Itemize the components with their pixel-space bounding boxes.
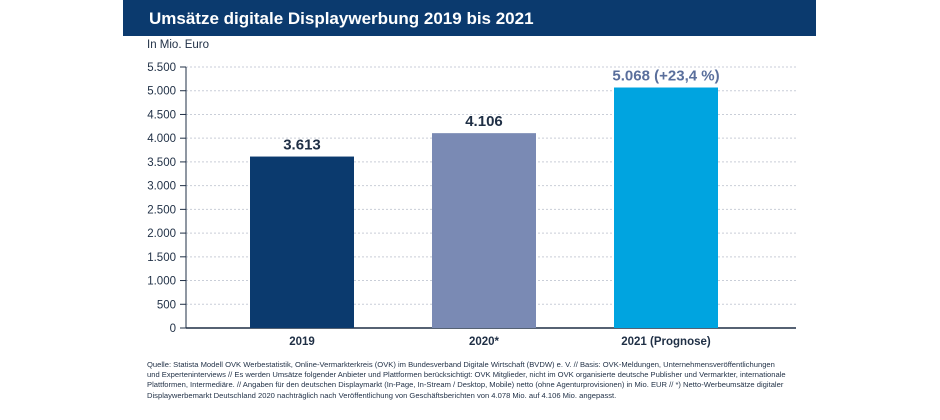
header-bar: Umsätze digitale Displaywerbung 2019 bis… xyxy=(123,0,816,36)
y-tick-label: 5.500 xyxy=(147,62,176,74)
bar-2021 (Prognose) xyxy=(614,87,718,328)
y-tick-label: 2.000 xyxy=(147,228,176,240)
y-tick-label: 0 xyxy=(170,323,176,335)
bar-2019 xyxy=(250,156,354,328)
x-tick-label: 2020* xyxy=(469,336,500,348)
y-tick-label: 5.000 xyxy=(147,86,176,98)
y-tick-label: 500 xyxy=(157,299,176,311)
y-tick-label: 4.500 xyxy=(147,109,176,121)
data-label: 4.106 xyxy=(465,113,503,130)
x-tick-label: 2021 (Prognose) xyxy=(621,336,711,348)
y-axis-unit-label: In Mio. Euro xyxy=(147,39,209,51)
y-tick-label: 3.500 xyxy=(147,157,176,169)
bar-2020* xyxy=(432,133,536,328)
y-tick-label: 1.000 xyxy=(147,276,176,288)
y-tick-label: 4.000 xyxy=(147,133,176,145)
chart-title: Umsätze digitale Displaywerbung 2019 bis… xyxy=(149,9,534,28)
y-tick-label: 2.500 xyxy=(147,204,176,216)
x-tick-label: 2019 xyxy=(289,336,315,348)
y-tick-label: 1.500 xyxy=(147,252,176,264)
source-note: Quelle: Statista Modell OVK Werbestatist… xyxy=(147,360,786,400)
y-tick-label: 3.000 xyxy=(147,181,176,193)
data-label: 5.068 (+23,4 %) xyxy=(612,68,719,85)
data-label: 3.613 xyxy=(283,137,321,154)
